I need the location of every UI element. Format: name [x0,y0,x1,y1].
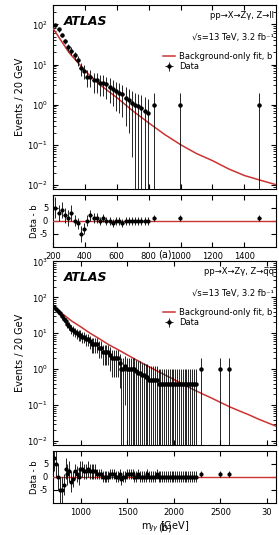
Background-only fit, b [61,310,64,317]
Background-only fit, b [275,423,278,430]
Text: √s=13 TeV, 3.2 fb⁻¹: √s=13 TeV, 3.2 fb⁻¹ [192,33,274,42]
Text: ATLAS: ATLAS [64,271,108,284]
Background-only fit, b [247,411,250,418]
Line: Background-only fit, b: Background-only fit, b [53,28,276,185]
Background-only fit, b [67,49,71,56]
Background-only fit, b [219,399,222,406]
Legend: Background-only fit, b, Data: Background-only fit, b, Data [163,308,272,327]
Background-only fit, b [154,367,157,373]
Background-only fit, b [70,318,73,324]
Background-only fit, b [211,157,214,164]
Background-only fit, b [259,177,262,184]
Background-only fit, b [237,408,241,414]
Background-only fit, b [98,335,101,342]
Background-only fit, b [191,386,194,392]
Background-only fit, b [135,357,138,363]
Y-axis label: Data - b: Data - b [30,204,39,238]
Text: pp→X→Zγ, Z→q̅q̅: pp→X→Zγ, Z→q̅q̅ [204,267,274,276]
X-axis label: m$_{J\gamma}$ [GeV]: m$_{J\gamma}$ [GeV] [141,519,189,534]
Background-only fit, b [275,181,278,188]
Background-only fit, b [126,351,129,358]
Background-only fit, b [51,303,55,310]
Background-only fit, b [147,120,150,126]
Background-only fit, b [179,141,182,148]
Line: Background-only fit, b: Background-only fit, b [53,307,276,426]
Background-only fit, b [79,324,83,330]
Text: ATLAS: ATLAS [64,14,108,27]
Text: √s=13 TeV, 3.2 fb⁻¹: √s=13 TeV, 3.2 fb⁻¹ [192,289,274,298]
Background-only fit, b [163,131,166,137]
Background-only fit, b [243,172,246,179]
Text: (b): (b) [158,522,172,532]
Background-only fit, b [144,362,148,369]
Background-only fit, b [172,376,175,383]
Background-only fit, b [182,381,185,387]
Background-only fit, b [99,82,102,89]
Background-only fit, b [228,403,231,410]
Background-only fit, b [116,347,120,353]
Background-only fit, b [210,395,213,401]
Legend: Background-only fit, b, Data: Background-only fit, b, Data [163,52,272,71]
Background-only fit, b [115,94,119,101]
X-axis label: m$_{l\gamma}$ [GeV]: m$_{l\gamma}$ [GeV] [141,264,189,278]
Background-only fit, b [51,25,55,32]
Background-only fit, b [227,166,230,172]
Y-axis label: Events / 20 GeV: Events / 20 GeV [15,58,25,136]
Background-only fit, b [131,108,134,114]
Background-only fit, b [195,150,198,157]
Y-axis label: Events / 20 GeV: Events / 20 GeV [15,314,25,392]
Text: (a): (a) [158,249,171,259]
Background-only fit, b [265,419,269,426]
Background-only fit, b [256,416,259,422]
Text: pp→X→Zγ, Z→ll: pp→X→Zγ, Z→ll [210,11,274,20]
Y-axis label: Data - b: Data - b [30,460,39,493]
Background-only fit, b [88,330,92,337]
Background-only fit, b [107,341,110,348]
Background-only fit, b [163,372,166,378]
Background-only fit, b [83,67,86,74]
Background-only fit, b [200,391,203,397]
